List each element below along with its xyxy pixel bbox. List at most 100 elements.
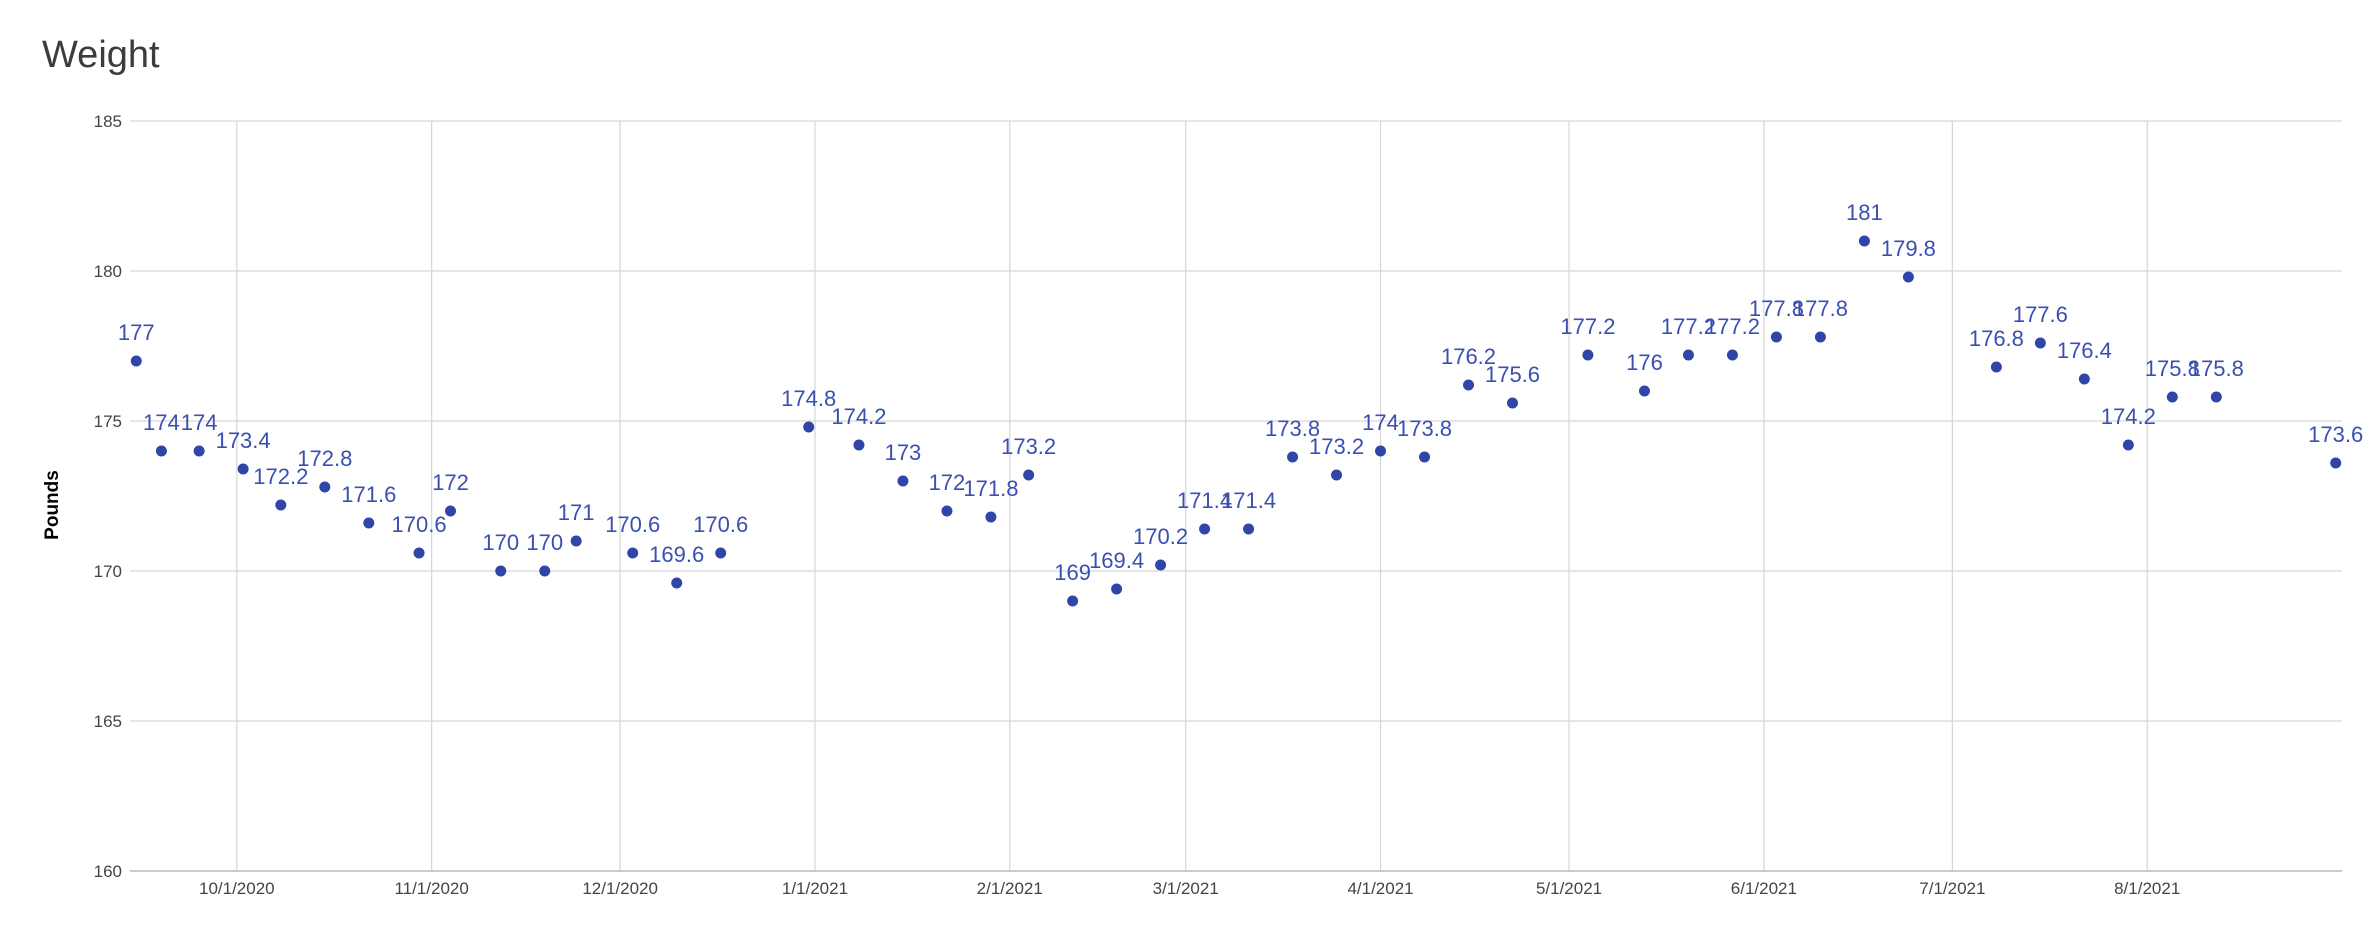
data-label: 175.6 — [1485, 362, 1540, 387]
data-point — [155, 445, 167, 457]
data-point — [985, 511, 997, 523]
data-point — [1243, 523, 1255, 535]
data-label: 174.8 — [781, 386, 836, 411]
data-label: 174.2 — [2101, 404, 2156, 429]
data-point — [2078, 373, 2090, 385]
x-tick-label: 7/1/2021 — [1919, 879, 1985, 898]
x-tick-label: 5/1/2021 — [1536, 879, 1602, 898]
data-label: 174 — [143, 410, 180, 435]
x-tick-label: 1/1/2021 — [782, 879, 848, 898]
data-label: 171.4 — [1177, 488, 1232, 513]
data-label: 176.4 — [2057, 338, 2112, 363]
data-point — [1331, 469, 1343, 481]
data-label: 179.8 — [1881, 236, 1936, 261]
data-label: 171 — [558, 500, 595, 525]
data-label: 174.2 — [831, 404, 886, 429]
x-tick-label: 12/1/2020 — [582, 879, 658, 898]
y-tick-label: 160 — [94, 862, 122, 881]
data-point — [1463, 379, 1475, 391]
data-points — [130, 235, 2342, 607]
data-label: 177.2 — [1705, 314, 1760, 339]
y-axis-label: Pounds — [42, 470, 63, 540]
x-tick-label: 10/1/2020 — [199, 879, 275, 898]
data-label: 169 — [1054, 560, 1091, 585]
data-label: 177 — [118, 320, 155, 345]
data-label: 173.8 — [1397, 416, 1452, 441]
data-label: 177.8 — [1793, 296, 1848, 321]
data-point — [413, 547, 425, 559]
data-label: 174 — [181, 410, 218, 435]
data-label: 177.2 — [1661, 314, 1716, 339]
data-label: 170.6 — [693, 512, 748, 537]
data-label: 173.6 — [2308, 422, 2363, 447]
data-label: 170.2 — [1133, 524, 1188, 549]
axes: 160 165 170 175 180 185 10/1/2020 11/1/2020 12/1… — [94, 112, 2342, 898]
x-tick-label: 4/1/2021 — [1347, 879, 1413, 898]
data-point — [2034, 337, 2046, 349]
data-label: 171.6 — [341, 482, 396, 507]
data-point — [627, 547, 639, 559]
data-point — [1023, 469, 1035, 481]
data-point — [715, 547, 727, 559]
data-point — [1902, 271, 1914, 283]
data-point — [1375, 445, 1387, 457]
data-point — [941, 505, 953, 517]
data-point — [1990, 361, 2002, 373]
data-label: 173.2 — [1309, 434, 1364, 459]
data-point — [193, 445, 205, 457]
data-point — [539, 565, 551, 577]
data-point — [1419, 451, 1431, 463]
data-point — [275, 499, 287, 511]
data-point — [1858, 235, 1870, 247]
data-point — [2122, 439, 2134, 451]
y-tick-label: 165 — [94, 712, 122, 731]
data-label: 169.4 — [1089, 548, 1144, 573]
data-point — [1770, 331, 1782, 343]
data-label: 171.4 — [1221, 488, 1276, 513]
data-point — [1814, 331, 1826, 343]
data-label: 170 — [526, 530, 563, 555]
data-label: 172 — [432, 470, 469, 495]
data-point — [495, 565, 507, 577]
x-tick-label: 6/1/2021 — [1731, 879, 1797, 898]
chart-title: Weight — [42, 34, 160, 76]
data-label: 172.8 — [297, 446, 352, 471]
data-point — [2330, 457, 2342, 469]
data-label: 181 — [1846, 200, 1883, 225]
data-label: 173.2 — [1001, 434, 1056, 459]
data-label: 173 — [885, 440, 922, 465]
data-point — [2166, 391, 2178, 403]
data-point — [2210, 391, 2222, 403]
data-label: 176.2 — [1441, 344, 1496, 369]
data-point — [237, 463, 249, 475]
data-label: 175.8 — [2145, 356, 2200, 381]
data-point — [570, 535, 582, 547]
data-label: 169.6 — [649, 542, 704, 567]
data-point — [363, 517, 375, 529]
x-tick-label: 2/1/2021 — [977, 879, 1043, 898]
data-point — [444, 505, 456, 517]
data-label: 177.2 — [1560, 314, 1615, 339]
data-label: 175.8 — [2189, 356, 2244, 381]
data-point — [853, 439, 865, 451]
data-point — [1111, 583, 1123, 595]
data-point — [1067, 595, 1079, 607]
data-point — [1155, 559, 1167, 571]
data-label: 170 — [482, 530, 519, 555]
data-point — [1638, 385, 1650, 397]
data-point — [1682, 349, 1694, 361]
data-label: 177.6 — [2013, 302, 2068, 327]
x-tick-label: 8/1/2021 — [2114, 879, 2180, 898]
data-point — [1287, 451, 1299, 463]
y-tick-label: 180 — [94, 262, 122, 281]
y-tick-label: 185 — [94, 112, 122, 131]
data-point — [1726, 349, 1738, 361]
data-label: 171.8 — [963, 476, 1018, 501]
data-point — [1199, 523, 1211, 535]
y-tick-label: 170 — [94, 562, 122, 581]
x-tick-label: 11/1/2020 — [394, 879, 468, 898]
data-label: 174 — [1362, 410, 1399, 435]
